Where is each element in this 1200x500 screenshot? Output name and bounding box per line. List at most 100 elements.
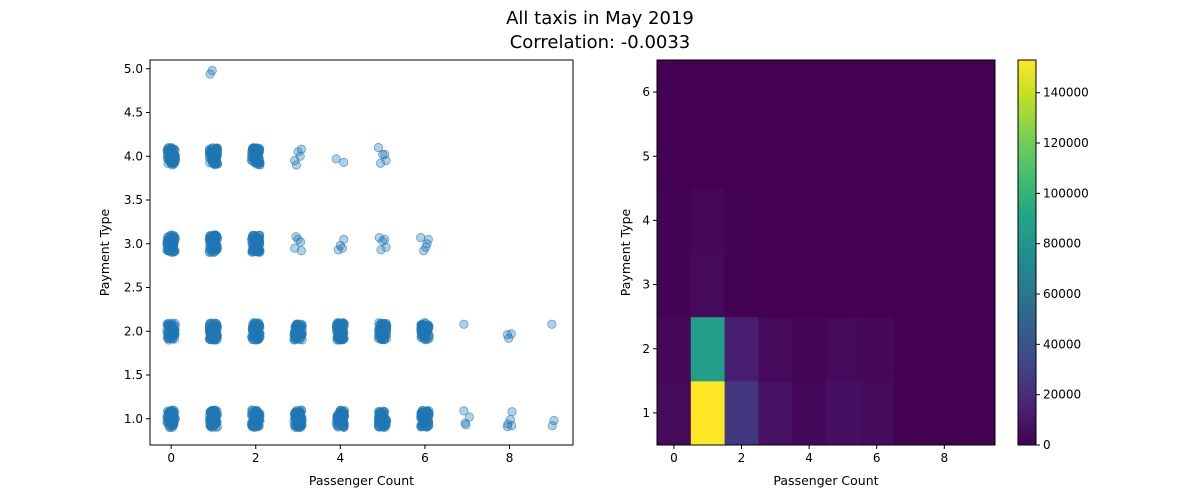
heatmap-cell (859, 124, 895, 189)
heatmap-cell (961, 380, 996, 446)
colorbar-tick-label: 120000 (1043, 136, 1089, 150)
scatter-point (166, 157, 176, 167)
scatter-point (250, 158, 260, 168)
scatter-point (208, 411, 219, 421)
scatter-point (291, 334, 301, 344)
scatter-point (459, 406, 469, 416)
scatter-point (378, 330, 388, 340)
heatmap-cell (690, 380, 726, 446)
scatter-point (163, 236, 173, 246)
colorbar-frame (1017, 59, 1037, 446)
scatter-point (507, 421, 517, 431)
colorbar-gradient (1018, 60, 1036, 445)
scatter-point (381, 242, 391, 252)
heatmap-cell (758, 316, 793, 382)
scatter-point (337, 409, 347, 419)
heatmap-plot: 0 2 4 6 8 1 2 3 4 5 6 Passenger Count Payment Typ… (618, 59, 996, 488)
heatmap-cell (893, 380, 928, 446)
scatter-point (295, 237, 306, 247)
heatmap-cell (859, 380, 895, 446)
heatmap-cell (826, 316, 861, 382)
scatter-point (461, 420, 471, 430)
scatter-point (250, 231, 260, 241)
colorbar-tick-label: 0 (1043, 438, 1051, 452)
heatmap-x-axis-label: Passenger Count (773, 473, 878, 488)
scatter-point (163, 327, 173, 337)
scatter-point (204, 327, 215, 337)
scatter-y-tick-label: 5.0 (124, 62, 143, 76)
heatmap-cell (724, 252, 759, 318)
scatter-point (297, 320, 307, 330)
heatmap-cell (893, 252, 928, 318)
scatter-point (421, 328, 431, 338)
scatter-point (253, 158, 263, 168)
scatter-point (504, 333, 514, 343)
scatter-point (291, 160, 301, 170)
scatter-point (374, 233, 384, 243)
heatmap-cell (758, 188, 793, 253)
scatter-point (459, 319, 469, 329)
heatmap-y-ticks: 1 2 3 4 5 6 (642, 85, 657, 420)
heatmap-y-axis-label: Payment Type (618, 208, 633, 296)
heatmap-cell (826, 60, 861, 125)
heatmap-cell (961, 316, 996, 382)
heatmap-cell (927, 124, 962, 189)
colorbar-tick-label: 20000 (1043, 388, 1081, 402)
scatter-plot: 0 2 4 6 8 1.0 1.5 2.0 2.5 3.0 3.5 4.0 4.5 5.0 Passen… (97, 59, 574, 488)
scatter-point (464, 412, 474, 422)
scatter-point (291, 322, 302, 332)
scatter-point (373, 142, 384, 153)
scatter-point (332, 328, 343, 338)
scatter-point (251, 414, 261, 425)
heatmap-cell (657, 124, 692, 189)
heatmap-y-tick-label: 5 (642, 149, 650, 163)
scatter-point (337, 243, 348, 253)
scatter-y-tick-label: 1.5 (124, 368, 143, 382)
scatter-point (252, 335, 263, 345)
heatmap-cell (927, 252, 962, 318)
scatter-point (207, 65, 217, 76)
heatmap-cell (826, 380, 861, 446)
scatter-point (162, 239, 172, 250)
heatmap-cell (792, 188, 827, 253)
heatmap-cell (724, 188, 759, 253)
heatmap-cell (657, 252, 692, 318)
heatmap-cell (758, 252, 793, 318)
scatter-point (339, 234, 349, 244)
colorbar-tick-label: 80000 (1043, 237, 1081, 251)
scatter-y-axis-label: Payment Type (97, 208, 112, 296)
heatmap-y-tick-label: 4 (642, 213, 650, 227)
scatter-point (506, 329, 516, 339)
scatter-point (380, 149, 390, 160)
heatmap-cell (690, 124, 726, 189)
colorbar-tick-label: 140000 (1043, 86, 1089, 100)
colorbar-ticks: 0 20000 40000 60000 80000 100000 120000 140000 (1036, 86, 1089, 452)
scatter-x-tick-label: 8 (506, 451, 514, 465)
scatter-point (169, 231, 179, 241)
scatter-point (205, 318, 215, 329)
heatmap-cell (927, 380, 962, 446)
heatmap-cell (927, 60, 962, 125)
scatter-point (296, 405, 306, 415)
scatter-point (251, 422, 261, 432)
scatter-point (290, 243, 300, 253)
scatter-point (507, 407, 517, 417)
heatmap-cell (724, 316, 759, 382)
scatter-x-axis-label: Passenger Count (309, 473, 414, 488)
scatter-y-ticks: 1.0 1.5 2.0 2.5 3.0 3.5 4.0 4.5 5.0 (124, 62, 150, 426)
heatmap-y-tick-label: 6 (642, 85, 650, 99)
scatter-point (331, 154, 341, 164)
scatter-point (376, 245, 386, 255)
heatmap-cell (961, 60, 996, 125)
scatter-y-tick-label: 1.0 (124, 412, 143, 426)
scatter-point (253, 241, 263, 252)
heatmap-cell (758, 60, 793, 125)
heatmap-cell (792, 380, 827, 446)
scatter-point (295, 151, 305, 161)
heatmap-cell (758, 124, 793, 189)
scatter-point (295, 422, 305, 432)
heatmap-cell (724, 60, 759, 125)
heatmap-cell (724, 380, 759, 446)
heatmap-cell (893, 124, 928, 189)
heatmap-cell (927, 316, 962, 382)
